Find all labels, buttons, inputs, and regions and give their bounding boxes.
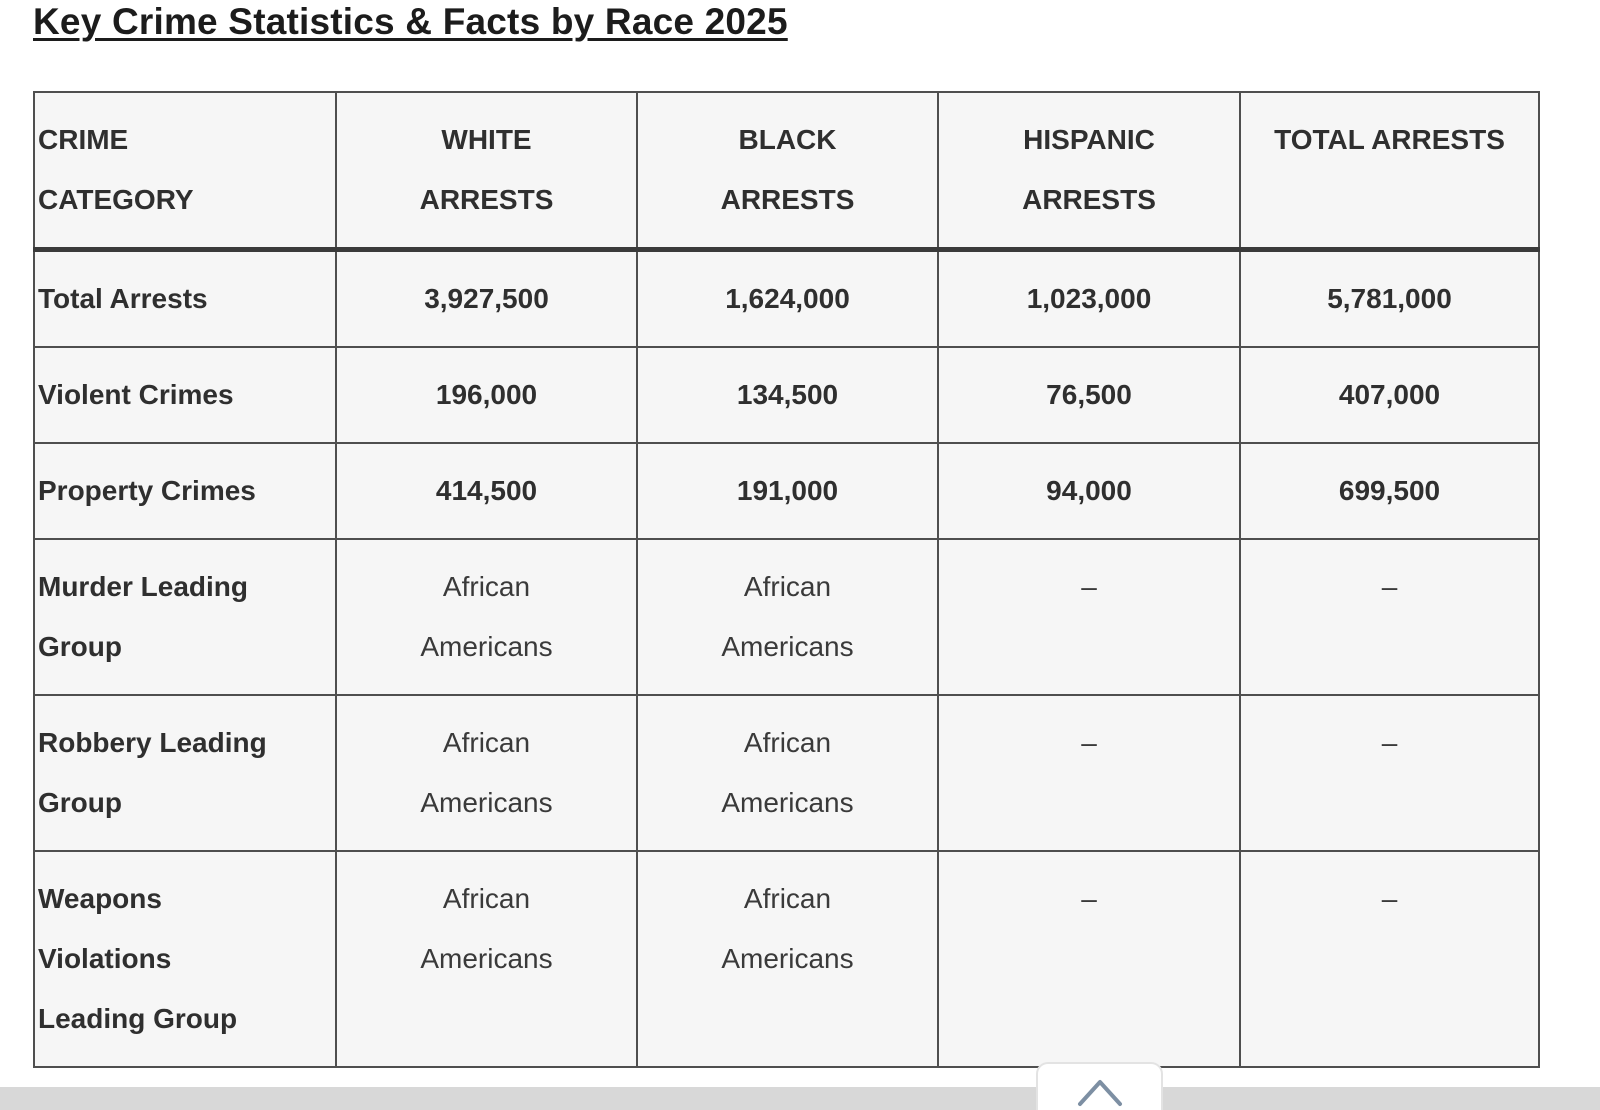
column-header-black-arrests: BLACK ARRESTS [636,91,939,252]
table-row: Total Arrests 3,927,500 1,624,000 1,023,… [33,248,1540,348]
data-cell: – [1239,538,1540,696]
table-row: Robbery Leading Group African Americans … [33,694,1540,852]
data-cell: – [937,850,1241,1068]
data-cell: 414,500 [335,442,638,540]
column-header-crime-category: CRIME CATEGORY [33,91,337,252]
data-cell: 1,624,000 [636,248,939,348]
page-title: Key Crime Statistics & Facts by Race 202… [33,1,788,42]
table-row: Murder Leading Group African Americans A… [33,538,1540,696]
data-cell: 3,927,500 [335,248,638,348]
category-cell: Property Crimes [33,442,337,540]
table-row: Violent Crimes 196,000 134,500 76,500 40… [33,346,1540,444]
category-cell: Violent Crimes [33,346,337,444]
category-cell: Weapons Violations Leading Group [33,850,337,1068]
data-cell: 1,023,000 [937,248,1241,348]
header-row: CRIME CATEGORY WHITE ARRESTS BLACK ARRES… [33,91,1540,252]
category-cell: Murder Leading Group [33,538,337,696]
data-cell: 699,500 [1239,442,1540,540]
data-cell: African Americans [636,694,939,852]
data-cell: 407,000 [1239,346,1540,444]
data-cell: 191,000 [636,442,939,540]
table-row: Property Crimes 414,500 191,000 94,000 6… [33,442,1540,540]
data-cell: African Americans [335,538,638,696]
data-cell: African Americans [335,850,638,1068]
data-cell: – [1239,850,1540,1068]
data-cell: – [937,694,1241,852]
data-cell: 134,500 [636,346,939,444]
column-header-white-arrests: WHITE ARRESTS [335,91,638,252]
scroll-to-top-button[interactable] [1036,1062,1163,1110]
category-cell: Robbery Leading Group [33,694,337,852]
data-cell: – [937,538,1241,696]
column-header-total-arrests: TOTAL ARRESTS [1239,91,1540,252]
category-cell: Total Arrests [33,248,337,348]
crime-statistics-table: CRIME CATEGORY WHITE ARRESTS BLACK ARRES… [33,91,1540,1068]
chevron-up-icon [1068,1072,1132,1110]
data-cell: 76,500 [937,346,1241,444]
data-cell: African Americans [636,538,939,696]
data-cell: 196,000 [335,346,638,444]
data-cell: 5,781,000 [1239,248,1540,348]
data-cell: African Americans [335,694,638,852]
column-header-hispanic-arrests: HISPANIC ARRESTS [937,91,1241,252]
data-cell: – [1239,694,1540,852]
data-cell: 94,000 [937,442,1241,540]
data-cell: African Americans [636,850,939,1068]
table-row: Weapons Violations Leading Group African… [33,850,1540,1068]
horizontal-scrollbar[interactable] [0,1087,1600,1110]
